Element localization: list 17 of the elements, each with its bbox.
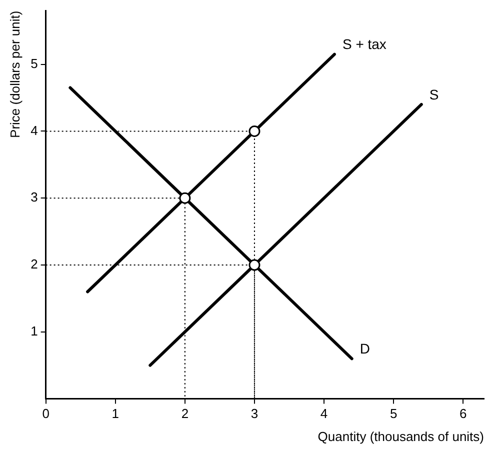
series-label: D — [360, 340, 370, 357]
y-tick-label: 4 — [30, 122, 38, 138]
y-tick-label: 2 — [30, 256, 38, 272]
x-tick-label: 3 — [250, 406, 258, 422]
x-tick-label: 1 — [112, 406, 119, 422]
x-tick-label: 6 — [460, 406, 467, 422]
y-tick-label: 5 — [30, 56, 38, 71]
y-tick-label: 1 — [30, 323, 38, 338]
x-tick-label: 2 — [181, 406, 189, 422]
y-tick-label: 3 — [30, 190, 38, 205]
x-tick-label: 0 — [42, 406, 50, 422]
series-label: S — [429, 86, 439, 102]
x-tick-label: 4 — [320, 406, 328, 422]
series-label: S + tax — [342, 36, 386, 52]
x-tick-label: 5 — [390, 406, 398, 422]
x-axis-title: Quantity (thousands of units) — [318, 428, 484, 444]
y-axis-title: Price (dollars per unit) — [7, 10, 22, 138]
